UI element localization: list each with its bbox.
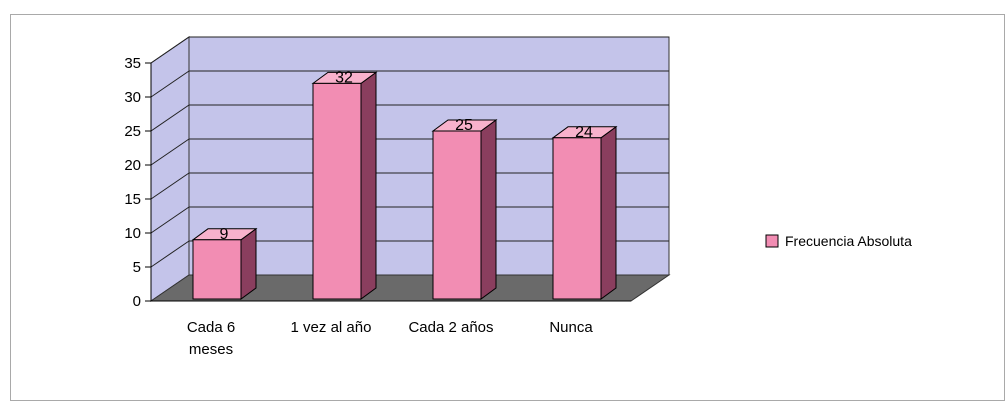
gridline-side <box>150 138 190 166</box>
x-category-label: Nunca <box>549 319 593 336</box>
bar-front <box>312 82 362 300</box>
x-category-label-line: 1 vez al año <box>291 319 372 336</box>
data-label: 9 <box>220 226 229 243</box>
gridline-side <box>150 36 190 64</box>
x-category-label-line: Nunca <box>549 319 593 336</box>
gridline-side <box>150 172 190 200</box>
bar-side <box>240 227 257 300</box>
side-wall <box>150 36 190 302</box>
y-tick-label: 0 <box>133 293 141 310</box>
bar-chart: 0 5 10 15 20 25 30 35 Cada 6 meses 1 vez al año Cad… <box>124 36 912 358</box>
x-category-label: Cada 6 meses <box>187 319 235 358</box>
x-category-label-line: Cada 6 <box>187 319 235 336</box>
bar <box>431 119 498 300</box>
legend-label: Frecuencia Absoluta <box>785 233 912 249</box>
gridline-side <box>150 104 190 132</box>
bar-front <box>552 137 602 300</box>
data-label: 24 <box>575 124 593 141</box>
data-labels: 9 32 25 24 <box>220 69 593 242</box>
y-tick-label: 35 <box>124 55 141 72</box>
legend: Frecuencia Absoluta <box>765 233 912 249</box>
gridline-side <box>150 206 190 234</box>
bar-front <box>432 130 482 300</box>
gridline-side <box>150 70 190 98</box>
bar-front <box>192 239 242 300</box>
data-label: 25 <box>455 117 473 134</box>
y-tick-label: 25 <box>124 123 141 140</box>
bar <box>311 71 378 300</box>
bar-side <box>480 119 497 300</box>
legend-swatch <box>765 234 779 248</box>
x-category-label: Cada 2 años <box>408 319 493 336</box>
y-tick-label: 30 <box>124 89 141 106</box>
bar <box>191 227 258 300</box>
gridline-side <box>150 240 190 268</box>
bar <box>551 125 618 300</box>
data-label: 32 <box>335 69 353 86</box>
x-category-label-line: meses <box>189 341 233 358</box>
y-tick-label: 20 <box>124 157 141 174</box>
x-category-label-line: Cada 2 años <box>408 319 493 336</box>
bars <box>191 71 618 300</box>
y-tick-label: 5 <box>133 259 141 276</box>
bar-side <box>360 71 377 300</box>
chart-area: 0 5 10 15 20 25 30 35 Cada 6 meses 1 vez al año Cad… <box>10 14 1005 401</box>
x-category-label: 1 vez al año <box>291 319 372 336</box>
bar-side <box>600 125 617 300</box>
y-tick-label: 10 <box>124 225 141 242</box>
y-tick-label: 15 <box>124 191 141 208</box>
axes: 0 5 10 15 20 25 30 35 Cada 6 meses 1 vez al año Cad… <box>124 55 631 358</box>
